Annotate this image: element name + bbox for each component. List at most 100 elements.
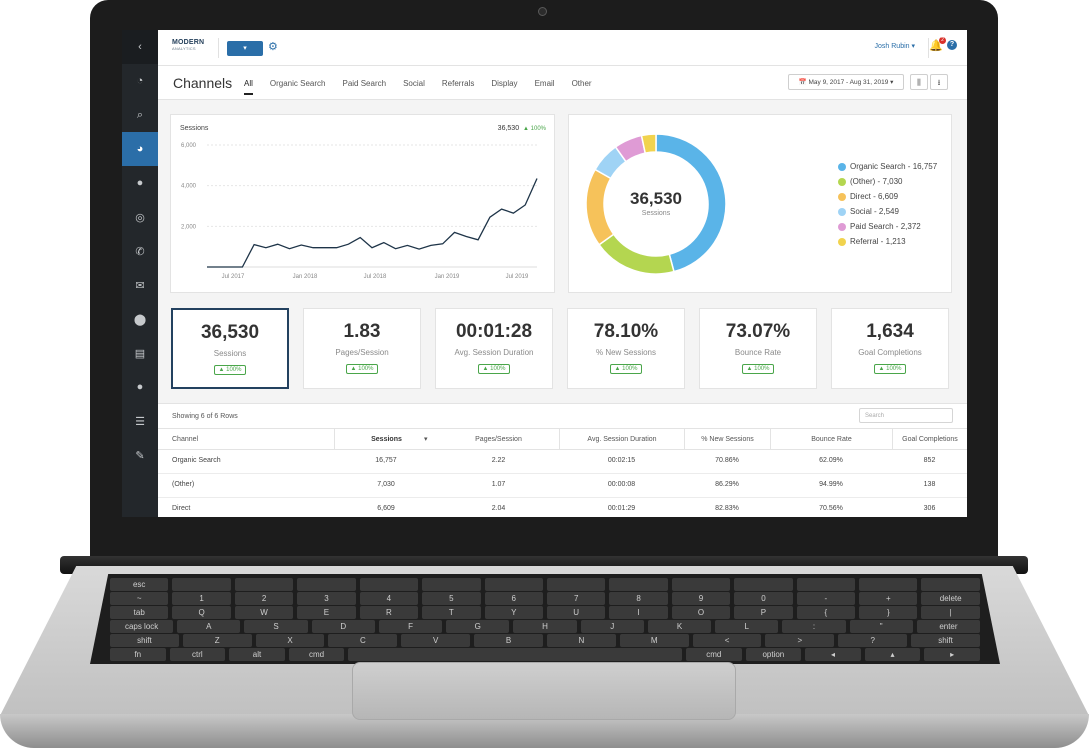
legend-item[interactable]: Referral - 1,213 bbox=[838, 234, 937, 249]
table-row[interactable]: Direct 6,609 2.04 00:01:29 82.83% 70.56% 306 bbox=[158, 498, 967, 517]
legend-label: (Other) - 7,030 bbox=[850, 177, 903, 186]
metric-card[interactable]: 00:01:28 Avg. Session Duration ▲ 100% bbox=[435, 308, 553, 389]
keyboard-key bbox=[297, 578, 356, 591]
search-icon[interactable]: ⌕ bbox=[136, 108, 144, 121]
table-row[interactable]: (Other) 7,030 1.07 00:00:08 86.29% 94.99% 138 bbox=[158, 474, 967, 498]
metric-card[interactable]: 36,530 Sessions ▲ 100% bbox=[171, 308, 289, 389]
tab-paid-search[interactable]: Paid Search bbox=[342, 79, 387, 88]
channel-tabs-bar: Channels All Organic Search Paid Search Soc… bbox=[158, 66, 967, 100]
keyboard-key: 6 bbox=[484, 592, 543, 605]
user-icon[interactable]: ● bbox=[136, 381, 144, 393]
donut-slice[interactable] bbox=[640, 133, 657, 155]
keyboard-key: A bbox=[177, 620, 241, 633]
map-pin-icon[interactable]: ⬤ bbox=[133, 313, 147, 326]
account-select-button[interactable]: ▾ bbox=[227, 41, 263, 56]
keyboard-key: + bbox=[859, 592, 918, 605]
legend-item[interactable]: Direct - 6,609 bbox=[838, 189, 937, 204]
table-cell: 82.83% bbox=[715, 505, 739, 512]
keyboard-key: ctrl bbox=[169, 648, 226, 661]
table-row[interactable]: Organic Search 16,757 2.22 00:02:15 70.86% 62… bbox=[158, 450, 967, 474]
keyboard-key: L bbox=[715, 620, 779, 633]
keyboard-key: O bbox=[671, 606, 731, 619]
sessions-line-chart-card: Sessions 36,530 ▲ 100% 2,000 4,000 6,000 Ju… bbox=[170, 114, 555, 293]
column-header[interactable]: Bounce Rate bbox=[770, 429, 892, 449]
keyboard-key: B bbox=[474, 634, 543, 647]
keyboard-key: tab bbox=[110, 606, 169, 619]
donut-slice[interactable] bbox=[598, 233, 675, 275]
y-tick-label: 4,000 bbox=[181, 184, 197, 190]
help-icon[interactable]: ? bbox=[947, 40, 957, 50]
sort-desc-icon[interactable]: ▾ bbox=[424, 436, 428, 443]
sessions-line-chart: 2,000 4,000 6,000 Jul 2017 Jan 2018 Jul 2018 J… bbox=[181, 143, 538, 280]
wrench-icon[interactable]: ✎ bbox=[135, 449, 145, 462]
table-cell: 306 bbox=[923, 505, 936, 512]
columns-icon[interactable]: ⫼ bbox=[910, 74, 928, 90]
metric-card[interactable]: 73.07% Bounce Rate ▲ 100% bbox=[699, 308, 817, 389]
tab-social[interactable]: Social bbox=[403, 79, 425, 88]
legend-item[interactable]: Paid Search - 2,372 bbox=[838, 219, 937, 234]
table-search-input[interactable]: Search bbox=[859, 408, 953, 423]
document-icon[interactable]: ▤ bbox=[134, 347, 146, 360]
legend-item[interactable]: (Other) - 7,030 bbox=[838, 174, 937, 189]
channel-donut-chart bbox=[585, 133, 727, 275]
metric-card[interactable]: 1.83 Pages/Session ▲ 100% bbox=[303, 308, 421, 389]
legend-item[interactable]: Organic Search - 16,757 bbox=[838, 159, 937, 174]
metric-value: 73.07% bbox=[725, 321, 791, 342]
metric-value: 78.10% bbox=[593, 321, 659, 342]
keyboard-key: M bbox=[619, 634, 689, 647]
keyboard-key bbox=[422, 578, 481, 591]
legend-item[interactable]: Social - 2,549 bbox=[838, 204, 937, 219]
tab-organic-search[interactable]: Organic Search bbox=[269, 79, 326, 88]
brand-logo[interactable]: MODERN ANALYTICS bbox=[172, 39, 208, 57]
table-cell: 6,609 bbox=[377, 505, 395, 512]
keyboard-row: esc bbox=[90, 578, 1000, 591]
table-cell: 16,757 bbox=[375, 457, 397, 464]
y-tick-label: 6,000 bbox=[181, 143, 197, 149]
tab-display[interactable]: Display bbox=[491, 79, 518, 88]
list-icon[interactable]: ☰ bbox=[135, 415, 145, 428]
column-header[interactable]: Goal Completions bbox=[892, 429, 967, 449]
legend-swatch bbox=[838, 207, 846, 216]
pie-chart-icon[interactable]: ◕ bbox=[122, 132, 158, 166]
keyboard-key: } bbox=[859, 606, 918, 619]
column-header[interactable]: % New Sessions bbox=[684, 429, 770, 449]
column-header[interactable]: Avg. Session Duration bbox=[559, 429, 684, 449]
tab-referrals[interactable]: Referrals bbox=[441, 79, 475, 88]
metric-label: % New Sessions bbox=[595, 348, 657, 357]
donut-center-label: Sessions bbox=[641, 210, 671, 217]
table-cell: 00:00:08 bbox=[607, 481, 636, 488]
line-chart-total: 36,530 ▲ 100% bbox=[498, 125, 546, 132]
legend-swatch bbox=[838, 222, 846, 231]
column-header[interactable]: Channel bbox=[172, 436, 199, 443]
topbar-divider bbox=[218, 38, 219, 58]
mail-icon[interactable]: ✉ bbox=[135, 279, 145, 292]
keyboard-key: J bbox=[580, 620, 644, 633]
tab-other[interactable]: Other bbox=[571, 79, 592, 88]
user-menu[interactable]: Josh Rubin ▾ bbox=[874, 43, 915, 50]
metric-label: Pages/Session bbox=[335, 348, 389, 357]
date-range-picker[interactable]: 📅 May 9, 2017 - Aug 31, 2019 ▾ bbox=[788, 74, 904, 90]
keyboard-key: - bbox=[796, 592, 856, 605]
metric-card[interactable]: 1,634 Goal Completions ▲ 100% bbox=[831, 308, 949, 389]
channel-tabs: All Organic Search Paid Search Social Referr… bbox=[244, 79, 609, 95]
donut-slice[interactable] bbox=[585, 168, 615, 246]
trackpad bbox=[352, 662, 736, 720]
chevron-left-icon[interactable]: ‹ bbox=[122, 30, 158, 64]
chat-icon[interactable]: ● bbox=[136, 177, 144, 189]
dashboard-icon[interactable]: ◔ bbox=[136, 75, 144, 87]
target-icon[interactable]: ◎ bbox=[135, 211, 145, 224]
phone-icon[interactable]: ✆ bbox=[135, 245, 145, 258]
gear-icon[interactable]: ⚙ bbox=[268, 41, 278, 53]
keyboard-key: S bbox=[244, 620, 308, 633]
keyboard-key: " bbox=[849, 620, 913, 633]
column-header[interactable]: Pages/Session bbox=[475, 436, 522, 443]
download-icon[interactable]: ⭳ bbox=[930, 74, 948, 90]
tab-all[interactable]: All bbox=[244, 79, 253, 95]
metric-card[interactable]: 78.10% % New Sessions ▲ 100% bbox=[567, 308, 685, 389]
line-chart-title: Sessions bbox=[180, 125, 209, 132]
table-cell: 2.22 bbox=[491, 457, 506, 464]
column-header[interactable]: Sessions bbox=[334, 429, 438, 449]
keyboard-key bbox=[734, 578, 793, 591]
metric-label: Sessions bbox=[213, 349, 247, 358]
tab-email[interactable]: Email bbox=[534, 79, 555, 88]
